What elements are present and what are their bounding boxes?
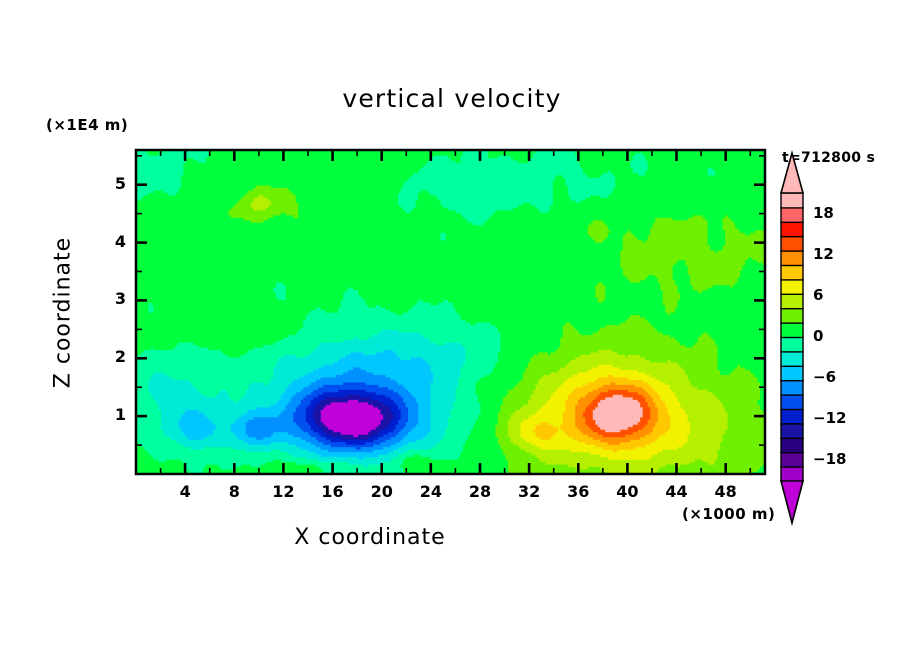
colorbar-tick-label: 12	[813, 244, 834, 263]
colorbar-tick-label: −18	[813, 450, 847, 469]
colorbar-tick-label: −6	[813, 368, 837, 387]
contour-field	[136, 150, 765, 474]
x-tick-label: 20	[370, 482, 393, 501]
plot-frame	[134, 148, 767, 476]
x-axis-title: X coordinate	[294, 525, 446, 550]
y-axis-unit-label: (×1E4 m)	[46, 116, 129, 134]
x-tick-label: 24	[419, 482, 442, 501]
colorbar-tick-label: 6	[813, 285, 824, 304]
x-tick-label: 36	[567, 482, 590, 501]
y-tick-label: 2	[114, 347, 126, 367]
x-tick-label: 44	[665, 482, 688, 501]
x-tick-label: 8	[228, 482, 240, 501]
colorbar-tick-label: 0	[813, 327, 824, 345]
x-tick-label: 32	[517, 482, 541, 501]
chart-title: vertical velocity	[342, 84, 562, 113]
x-axis-ticks	[159, 150, 752, 474]
x-tick-label: 12	[272, 482, 295, 501]
y-axis-ticks	[136, 155, 765, 446]
colorbar	[779, 149, 805, 527]
y-tick-label: 5	[114, 173, 126, 193]
y-tick-label: 1	[114, 405, 126, 425]
x-tick-label: 28	[468, 482, 492, 501]
x-tick-label: 48	[714, 482, 737, 501]
y-tick-label: 4	[114, 231, 126, 251]
x-tick-label: 40	[616, 482, 639, 501]
x-axis-unit-label: (×1000 m)	[682, 505, 776, 523]
y-tick-label: 3	[114, 289, 126, 309]
x-tick-label: 4	[179, 482, 191, 501]
colorbar-tick-label: −12	[813, 409, 847, 428]
x-tick-label: 16	[321, 482, 344, 501]
time-annotation: t=712800 s	[782, 150, 876, 166]
colorbar-tick-label: 18	[813, 203, 834, 222]
